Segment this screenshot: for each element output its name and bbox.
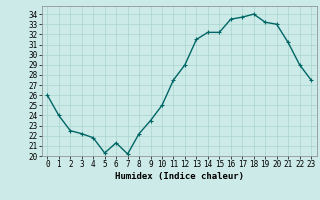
X-axis label: Humidex (Indice chaleur): Humidex (Indice chaleur) [115, 172, 244, 181]
